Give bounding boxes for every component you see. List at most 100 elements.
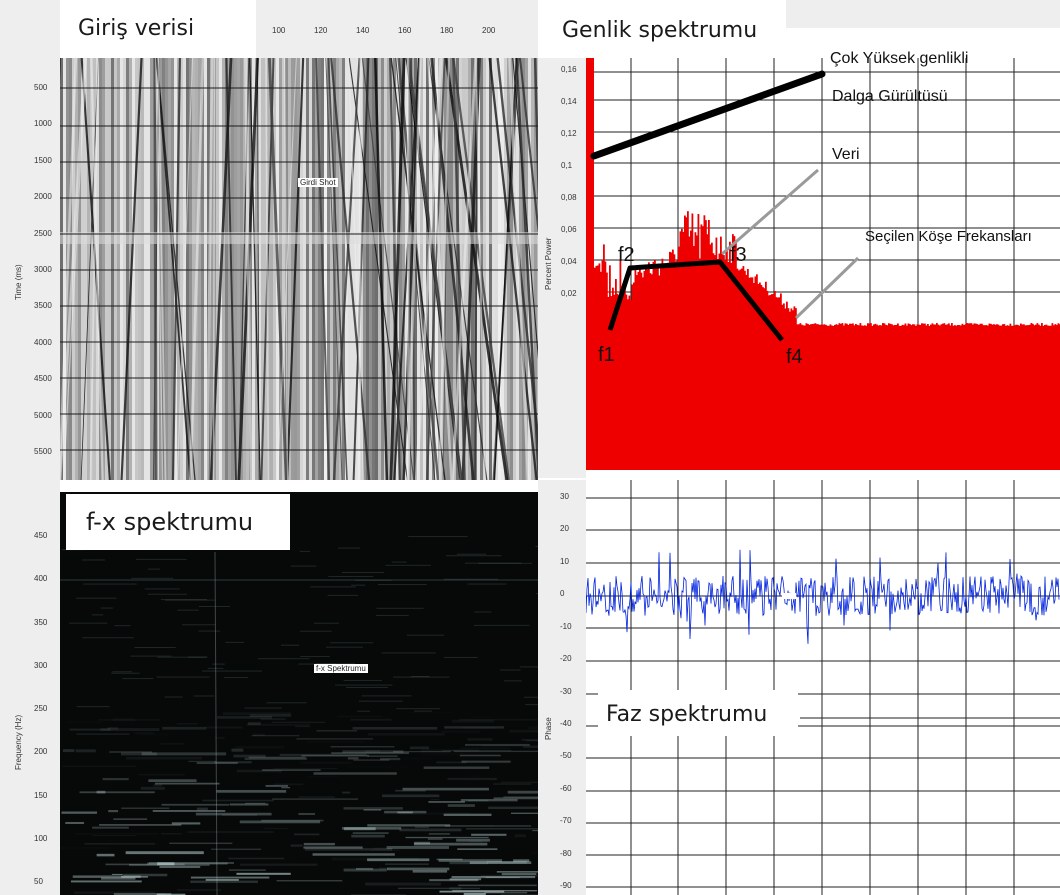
- amp-bin: [841, 323, 844, 478]
- amp-bin: [636, 275, 638, 478]
- fx-streak: [451, 875, 536, 879]
- phase-plot: [586, 480, 1060, 895]
- seismic-event-light: [60, 58, 87, 480]
- fx-streak: [303, 842, 335, 846]
- amp-bin: [910, 325, 913, 478]
- amp-bin: [814, 323, 817, 478]
- amp-bin: [865, 325, 868, 478]
- fx-streak: [459, 754, 501, 757]
- fx-streak: [141, 752, 227, 756]
- fx-noise: [358, 700, 403, 702]
- seismic-event: [519, 58, 538, 236]
- seismic-trace: [117, 58, 120, 480]
- seismic-trace: [132, 58, 135, 480]
- seismic-trace: [168, 58, 171, 480]
- amp-bin: [919, 324, 922, 478]
- corner-label-f1: f1: [598, 344, 615, 366]
- amp-bin: [979, 323, 982, 478]
- fx-noise: [524, 696, 538, 698]
- seismic-reflector: [60, 232, 538, 244]
- fx-streak: [261, 819, 324, 822]
- amp-bin: [742, 266, 745, 478]
- fx-streak: [367, 824, 451, 827]
- amp-bin: [820, 324, 823, 478]
- fx-streak: [399, 828, 462, 832]
- amp-bin: [691, 213, 694, 478]
- fx-streak: [332, 857, 419, 861]
- fx-streak: [352, 726, 438, 730]
- seismic-trace: [312, 58, 315, 480]
- fx-streak: [443, 813, 492, 816]
- fx-streak: [260, 718, 286, 720]
- fx-streak: [523, 746, 538, 748]
- seismic-event-light: [414, 58, 443, 480]
- fx-streak: [484, 892, 528, 894]
- amp-bin: [1056, 325, 1058, 478]
- input-y-tick-8: 4500: [34, 374, 52, 384]
- seismic-trace: [108, 58, 111, 480]
- amp-bin: [687, 211, 689, 478]
- amp-bin: [652, 261, 655, 478]
- amp-bin: [871, 325, 874, 478]
- amp-bin: [1038, 324, 1040, 478]
- fx-streak: [351, 834, 385, 838]
- fx-streak: [365, 882, 441, 886]
- amp-bin: [877, 325, 880, 478]
- input-x-tick-3: 160: [398, 26, 412, 35]
- fx-noise: [207, 667, 224, 669]
- fx-streak: [436, 858, 463, 861]
- amp-bin: [849, 323, 851, 478]
- fx-noise: [157, 656, 207, 658]
- amp-bin: [963, 325, 965, 478]
- fx-streak: [109, 751, 152, 753]
- seismic-trace: [315, 58, 318, 480]
- fx-streak: [343, 868, 387, 872]
- amp-bin: [736, 268, 739, 478]
- amp-bin: [732, 234, 734, 478]
- fx-noise: [83, 583, 137, 585]
- amp-bin: [708, 219, 710, 478]
- seismic-event: [257, 58, 260, 480]
- fx-streak: [228, 857, 285, 860]
- fx-streak: [65, 821, 85, 825]
- fx-streak: [430, 798, 440, 800]
- seismic-trace: [249, 58, 252, 480]
- seismic-trace: [483, 58, 486, 480]
- amp-peak: [586, 58, 594, 478]
- input-title-text: Giriş verisi: [78, 16, 195, 41]
- fx-streak: [410, 746, 429, 750]
- amp-y-tick-6: 0,04: [561, 257, 577, 266]
- fx-streak: [125, 851, 204, 855]
- seismic-trace: [171, 58, 174, 480]
- seismic-trace: [144, 58, 147, 480]
- fx-streak: [458, 884, 537, 887]
- seismic-trace: [189, 58, 192, 480]
- fx-streak: [363, 809, 382, 811]
- fx-streak: [485, 876, 520, 879]
- seismic-trace: [141, 58, 144, 480]
- fx-streak: [500, 781, 538, 784]
- fx-streak: [312, 853, 395, 856]
- fx-noise: [330, 642, 374, 644]
- seismic-event-light: [283, 58, 289, 480]
- fx-streak: [294, 725, 310, 728]
- fx-streak: [350, 718, 392, 721]
- amp-bin: [967, 323, 970, 478]
- amp-bin: [600, 271, 602, 478]
- fx-streak: [427, 838, 443, 840]
- amp-bin: [1014, 325, 1016, 478]
- seismic-trace: [177, 58, 180, 480]
- seismic-trace: [531, 58, 534, 480]
- phase-y-tick-3: 0: [560, 589, 565, 599]
- amp-bin: [874, 323, 877, 478]
- seismic-trace: [216, 58, 219, 480]
- fx-noise: [111, 672, 140, 674]
- fx-noise: [82, 637, 134, 639]
- seismic-trace: [258, 58, 261, 480]
- seismic-trace: [489, 58, 492, 480]
- amp-bin: [802, 325, 805, 478]
- fx-streak: [154, 782, 220, 785]
- amp-bin: [885, 324, 887, 478]
- amp-bin: [765, 281, 767, 478]
- amp-bin: [703, 215, 706, 478]
